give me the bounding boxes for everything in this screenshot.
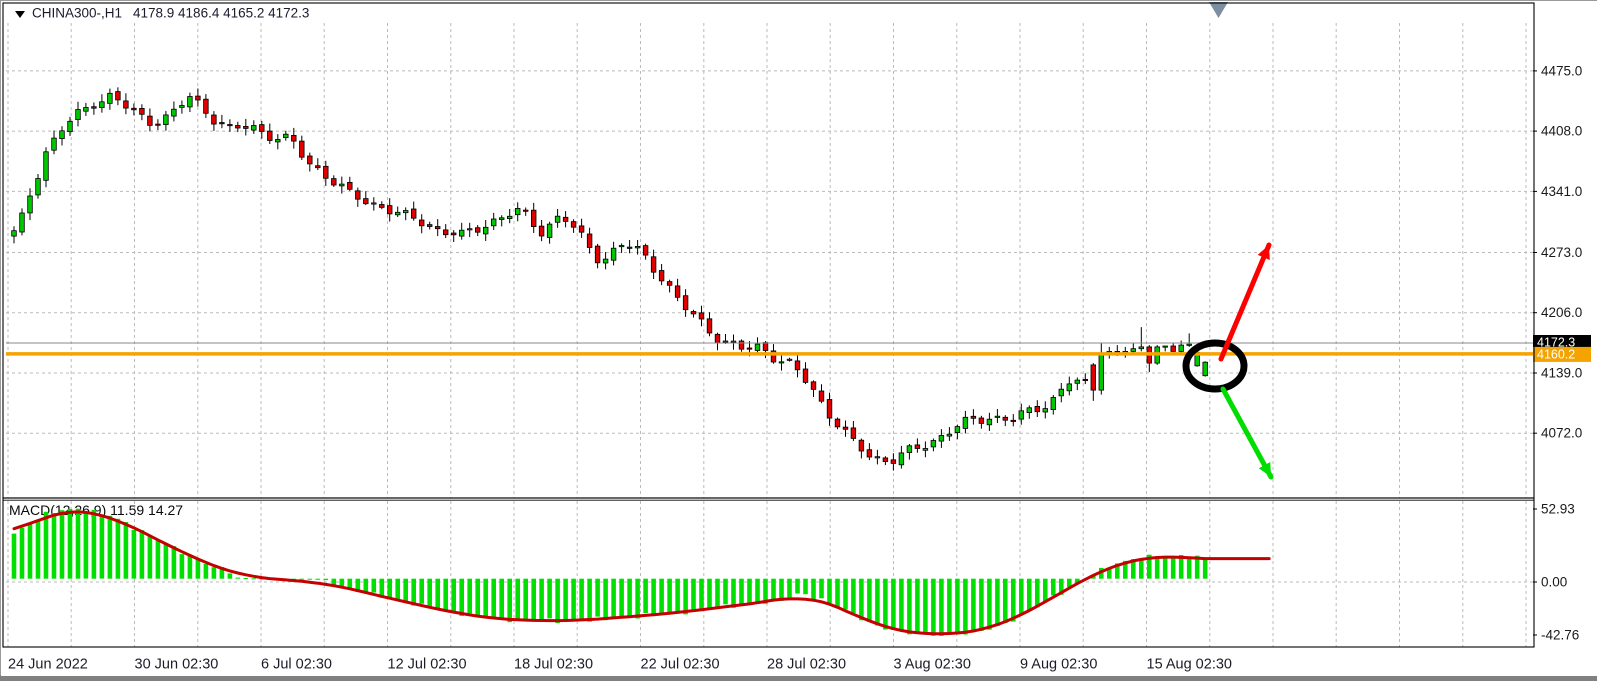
svg-text:0.00: 0.00 xyxy=(1541,575,1567,590)
svg-text:-42.76: -42.76 xyxy=(1541,628,1579,643)
svg-text:4341.0: 4341.0 xyxy=(1541,184,1582,199)
svg-text:4408.0: 4408.0 xyxy=(1541,124,1582,139)
svg-text:3 Aug 02:30: 3 Aug 02:30 xyxy=(894,657,971,673)
svg-text:30 Jun 02:30: 30 Jun 02:30 xyxy=(135,657,219,673)
svg-text:24 Jun 2022: 24 Jun 2022 xyxy=(8,657,88,673)
svg-text:15 Aug 02:30: 15 Aug 02:30 xyxy=(1147,657,1232,673)
svg-text:4139.0: 4139.0 xyxy=(1541,366,1582,381)
svg-text:4475.0: 4475.0 xyxy=(1541,63,1582,78)
svg-text:4206.0: 4206.0 xyxy=(1541,305,1582,320)
svg-text:4178.9 4186.4 4165.2 4172.3: 4178.9 4186.4 4165.2 4172.3 xyxy=(133,6,309,21)
svg-text:28 Jul 02:30: 28 Jul 02:30 xyxy=(767,657,846,673)
svg-text:18 Jul 02:30: 18 Jul 02:30 xyxy=(514,657,593,673)
svg-text:6 Jul 02:30: 6 Jul 02:30 xyxy=(261,657,332,673)
svg-text:4072.0: 4072.0 xyxy=(1541,426,1582,441)
svg-text:22 Jul 02:30: 22 Jul 02:30 xyxy=(641,657,720,673)
svg-text:4160.2: 4160.2 xyxy=(1537,347,1575,361)
svg-text:4273.0: 4273.0 xyxy=(1541,245,1582,260)
svg-text:12 Jul 02:30: 12 Jul 02:30 xyxy=(388,657,467,673)
svg-text:CHINA300-,H1: CHINA300-,H1 xyxy=(32,6,122,21)
svg-text:52.93: 52.93 xyxy=(1541,502,1575,517)
svg-text:9 Aug 02:30: 9 Aug 02:30 xyxy=(1020,657,1097,673)
